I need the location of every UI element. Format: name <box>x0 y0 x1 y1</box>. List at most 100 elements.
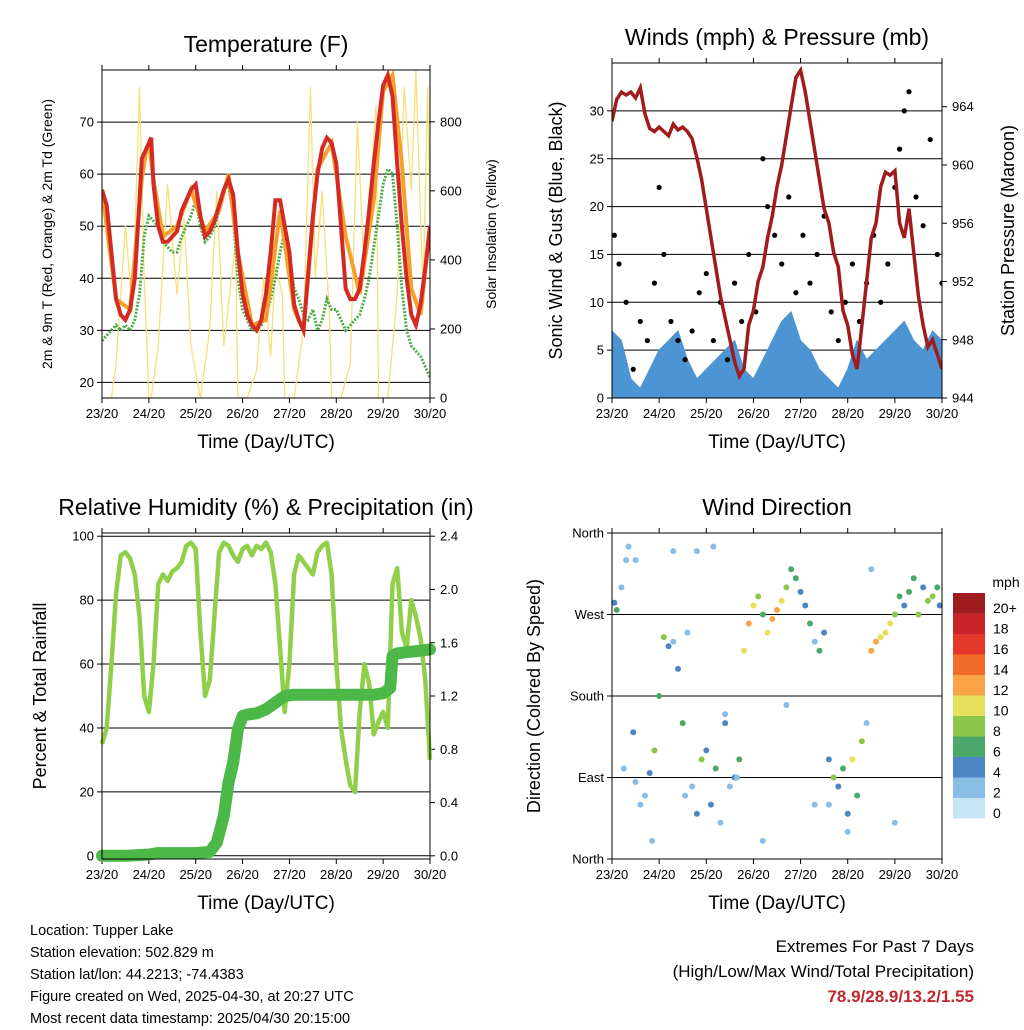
plot-border <box>101 532 431 860</box>
direction-point <box>630 729 637 736</box>
direction-point <box>849 756 856 763</box>
y-tick-label: 0 <box>597 391 604 406</box>
gust-point <box>623 299 629 305</box>
x-axis-title: Time (Day/UTC) <box>708 893 846 914</box>
direction-point <box>882 629 889 636</box>
colorbar-swatch <box>953 798 985 819</box>
x-tick-label: 24/20 <box>133 867 166 882</box>
direction-point <box>642 792 648 799</box>
y-tick-label: 40 <box>80 271 94 286</box>
direction-point <box>868 566 875 573</box>
x-tick-label: 28/20 <box>320 867 353 882</box>
y-tick-label: 70 <box>80 115 94 130</box>
y-tick-label: 10 <box>590 295 604 310</box>
y-right-tick-label: 2.4 <box>440 529 458 544</box>
gust-point <box>779 261 785 267</box>
direction-point <box>924 597 931 604</box>
colorbar-swatch <box>953 777 985 798</box>
direction-point <box>750 602 757 609</box>
x-tick-label: 23/20 <box>86 406 119 421</box>
y-tick-label: 50 <box>80 219 94 234</box>
y-right-tick-label: 0.0 <box>440 848 458 863</box>
direction-point <box>854 792 861 799</box>
gust-point <box>739 318 745 325</box>
direction-point <box>698 756 705 763</box>
direction-point <box>646 769 653 776</box>
direction-point <box>618 584 625 591</box>
y-tick-label: 100 <box>72 529 94 544</box>
direction-point <box>722 711 729 718</box>
direction-point <box>797 588 804 595</box>
gust-point <box>656 184 662 191</box>
x-tick-label: 30/20 <box>414 867 447 882</box>
y-right-axis-title: Station Pressure (Maroon) <box>998 125 1018 336</box>
direction-point <box>632 779 639 786</box>
x-tick-label: 27/20 <box>273 406 306 421</box>
x-tick-label: 30/20 <box>926 867 959 882</box>
direction-point <box>693 548 700 555</box>
direction-point <box>755 593 762 600</box>
direction-point <box>620 765 627 772</box>
gust-point <box>682 357 688 363</box>
x-tick-label: 23/20 <box>86 867 119 882</box>
panel-title: Relative Humidity (%) & Precipitation (i… <box>58 494 473 520</box>
direction-point <box>844 810 851 817</box>
y-axis-title: 2m & 9m T (Red, Orange) & 2m Td (Green) <box>39 99 55 369</box>
direction-point <box>929 593 936 600</box>
panel-title: Winds (mph) & Pressure (mb) <box>625 24 929 50</box>
y-right-tick-label: 952 <box>952 274 974 289</box>
direction-point <box>679 720 686 727</box>
plot-border <box>611 62 943 399</box>
direction-point <box>783 702 790 709</box>
y-right-tick-label: 948 <box>952 332 974 347</box>
station-location: Location: Tupper Lake <box>30 923 174 939</box>
direction-point <box>764 629 771 636</box>
y-right-tick-label: 400 <box>440 252 462 267</box>
direction-point <box>632 557 639 564</box>
y-tick-label: 5 <box>597 343 604 358</box>
panel-title: Temperature (F) <box>184 31 349 57</box>
direction-point <box>906 588 912 595</box>
y-tick-label: 15 <box>590 247 604 262</box>
y-axis-title: Direction (Colored By Speed) <box>524 579 544 813</box>
x-tick-label: 24/20 <box>643 406 676 421</box>
gust-point <box>637 318 643 325</box>
colorbar-title: mph <box>992 574 1019 590</box>
colorbar-swatch <box>953 736 985 757</box>
y-tick-label: 30 <box>590 103 604 118</box>
direction-point <box>802 602 809 609</box>
y-right-tick-label: 0.4 <box>440 795 458 810</box>
y-tick-label: 20 <box>590 199 604 214</box>
colorbar-label: 12 <box>993 682 1009 698</box>
direction-point <box>710 543 717 550</box>
direction-point <box>934 584 941 591</box>
extremes-subtitle: (High/Low/Max Wind/Total Precipitation) <box>672 962 974 981</box>
gust-point <box>675 337 681 344</box>
plot-border <box>611 532 943 860</box>
y-right-tick-label: 1.2 <box>440 689 458 704</box>
direction-point <box>891 819 898 826</box>
direction-point <box>651 747 658 754</box>
gust-point <box>807 280 813 286</box>
x-tick-label: 27/20 <box>273 867 306 882</box>
direction-point <box>873 638 879 645</box>
colorbar-swatch <box>953 613 985 634</box>
direction-point <box>623 557 630 564</box>
direction-point <box>877 634 884 641</box>
gust-point <box>668 318 674 325</box>
direction-point <box>759 837 766 844</box>
direction-point <box>769 616 776 623</box>
y-tick-label: 25 <box>590 151 604 166</box>
plot-border <box>101 69 431 399</box>
y-tick-label: 60 <box>80 657 94 672</box>
direction-point <box>670 638 677 645</box>
gust-point <box>703 270 709 277</box>
direction-point <box>788 566 795 573</box>
direction-point <box>844 828 851 835</box>
gust-point <box>906 89 912 95</box>
y-right-tick-label: 600 <box>440 183 462 198</box>
series-dewpoint <box>102 165 430 378</box>
direction-point <box>759 611 766 618</box>
colorbar-swatch <box>953 593 985 614</box>
direction-point <box>722 720 729 727</box>
